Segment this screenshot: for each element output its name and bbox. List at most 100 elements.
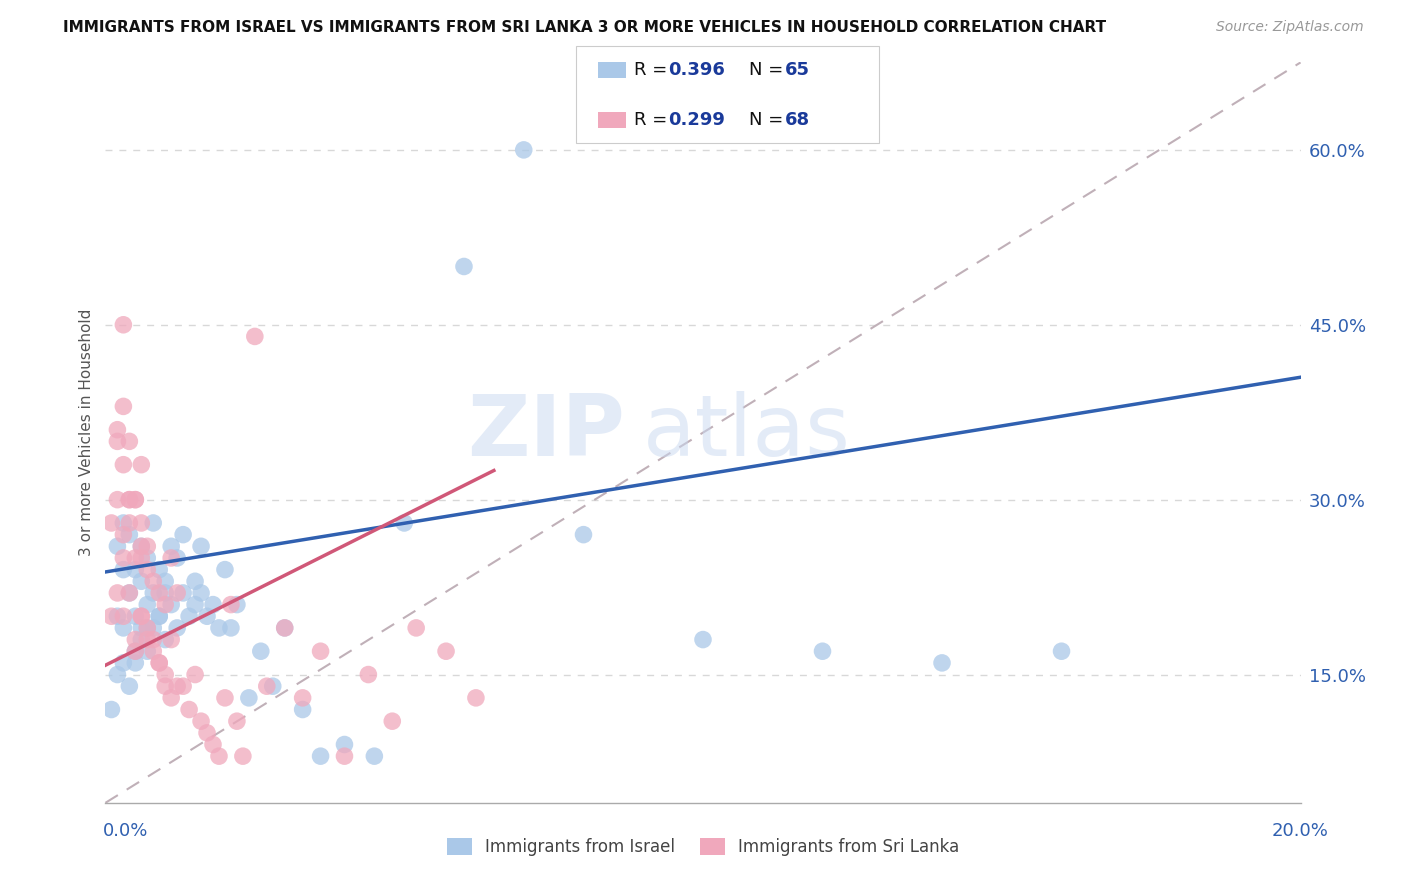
Point <box>112 609 135 624</box>
Point <box>112 527 135 541</box>
Point <box>166 586 188 600</box>
Point <box>464 690 488 705</box>
Point <box>136 539 159 553</box>
Point <box>405 621 427 635</box>
Y-axis label: 3 or more Vehicles in Household: 3 or more Vehicles in Household <box>79 309 94 557</box>
Text: 68: 68 <box>785 111 810 128</box>
Point <box>129 609 153 624</box>
Point <box>100 516 122 530</box>
Point <box>129 551 153 566</box>
Point <box>155 667 177 681</box>
Point <box>256 679 278 693</box>
Point <box>124 656 146 670</box>
Text: R =: R = <box>634 61 673 78</box>
Point <box>129 516 153 530</box>
Point <box>124 644 146 658</box>
Point <box>129 574 153 589</box>
Point <box>155 598 177 612</box>
Point <box>177 609 201 624</box>
Point <box>309 644 332 658</box>
Text: N =: N = <box>749 111 789 128</box>
Point <box>148 656 170 670</box>
Point <box>202 738 225 752</box>
Point <box>453 260 475 274</box>
Text: R =: R = <box>634 111 673 128</box>
Text: 0.396: 0.396 <box>668 61 724 78</box>
Point <box>811 644 834 658</box>
Point <box>118 586 141 600</box>
Point <box>112 318 135 332</box>
Point <box>155 574 177 589</box>
Point <box>124 551 146 566</box>
Point <box>118 492 141 507</box>
Point <box>363 749 385 764</box>
Point <box>219 598 242 612</box>
Text: ZIP: ZIP <box>468 391 626 475</box>
Point <box>243 329 266 343</box>
Point <box>214 690 236 705</box>
Point <box>112 656 135 670</box>
Point <box>155 586 177 600</box>
Point <box>166 621 188 635</box>
Point <box>129 458 153 472</box>
Point <box>273 621 295 635</box>
Point <box>190 714 212 729</box>
Text: N =: N = <box>749 61 789 78</box>
Point <box>124 492 146 507</box>
Point <box>208 621 231 635</box>
Point <box>172 679 194 693</box>
Point <box>107 539 129 553</box>
Point <box>118 679 141 693</box>
Point <box>160 598 183 612</box>
Point <box>513 143 536 157</box>
Point <box>202 598 225 612</box>
Point <box>107 492 129 507</box>
Point <box>155 679 177 693</box>
Point <box>142 586 165 600</box>
Point <box>136 632 159 647</box>
Point <box>118 492 141 507</box>
Point <box>129 632 153 647</box>
Point <box>291 702 314 716</box>
Point <box>148 656 170 670</box>
Point <box>136 644 159 658</box>
Point <box>262 679 284 693</box>
Point <box>160 539 183 553</box>
Point <box>148 563 170 577</box>
Point <box>381 714 404 729</box>
Text: 0.0%: 0.0% <box>103 822 148 840</box>
Point <box>124 609 146 624</box>
Point <box>160 632 183 647</box>
Text: 0.299: 0.299 <box>668 111 724 128</box>
Point <box>107 434 129 449</box>
Point <box>118 434 141 449</box>
Point <box>184 574 207 589</box>
Point <box>1050 644 1073 658</box>
Point <box>155 632 177 647</box>
Point <box>225 598 249 612</box>
Point <box>333 749 356 764</box>
Point <box>250 644 273 658</box>
Point <box>177 702 201 716</box>
Point <box>112 400 135 414</box>
Point <box>572 527 595 541</box>
Point <box>166 679 188 693</box>
Point <box>291 690 314 705</box>
Point <box>100 609 122 624</box>
Point <box>136 621 159 635</box>
Text: Source: ZipAtlas.com: Source: ZipAtlas.com <box>1216 20 1364 34</box>
Point <box>124 492 146 507</box>
Point <box>112 563 135 577</box>
Point <box>160 690 183 705</box>
Point <box>309 749 332 764</box>
Point <box>129 539 153 553</box>
Point <box>107 667 129 681</box>
Point <box>214 563 236 577</box>
Point <box>142 632 165 647</box>
Point <box>357 667 380 681</box>
Point <box>136 598 159 612</box>
Point <box>142 516 165 530</box>
Text: 20.0%: 20.0% <box>1272 822 1329 840</box>
Text: atlas: atlas <box>644 391 851 475</box>
Point <box>160 551 183 566</box>
